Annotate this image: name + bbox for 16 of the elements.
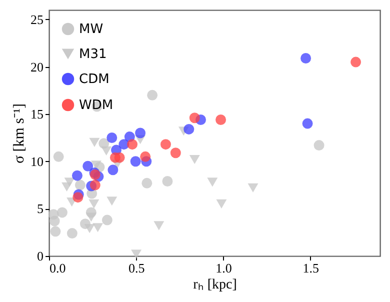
y-axis-title: σ [km s⁻¹] (12, 103, 28, 164)
x-axis-title: rₕ [kpc] (193, 278, 237, 292)
legend-label: M31 (79, 47, 107, 62)
y-tick-label: 25 (30, 12, 44, 27)
y-tick-label: 10 (30, 154, 44, 169)
legend-label: CDM (79, 72, 110, 87)
y-tick-label: 0 (37, 248, 44, 264)
x-tick-label: 0.0 (50, 260, 66, 276)
x-tick-label: 1.5 (302, 260, 319, 276)
x-tick-label: 1.0 (216, 260, 232, 276)
x-tick-label: 0.5 (128, 260, 145, 276)
legend-label: MW (79, 22, 104, 37)
y-tick-label: 5 (37, 201, 44, 216)
legend-label: WDM (79, 98, 114, 113)
y-tick-label: 20 (30, 59, 44, 74)
y-tick-label: 15 (30, 106, 44, 122)
